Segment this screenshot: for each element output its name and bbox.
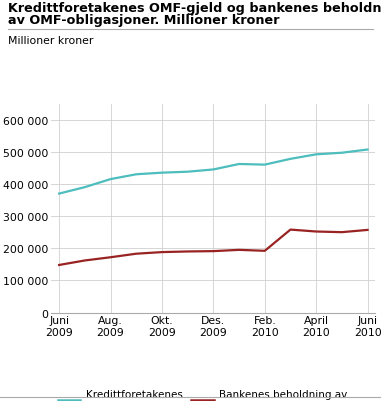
Text: av OMF-obligasjoner. Millioner kroner: av OMF-obligasjoner. Millioner kroner: [8, 14, 279, 27]
Text: Kredittforetakenes OMF-gjeld og bankenes beholdning: Kredittforetakenes OMF-gjeld og bankenes…: [8, 2, 381, 15]
Text: Millioner kroner: Millioner kroner: [8, 36, 93, 46]
Legend: Kredittforetakenes
OMF-gjeld, Bankenes beholdning av
OMF-obligasjoner: Kredittforetakenes OMF-gjeld, Bankenes b…: [53, 385, 351, 401]
